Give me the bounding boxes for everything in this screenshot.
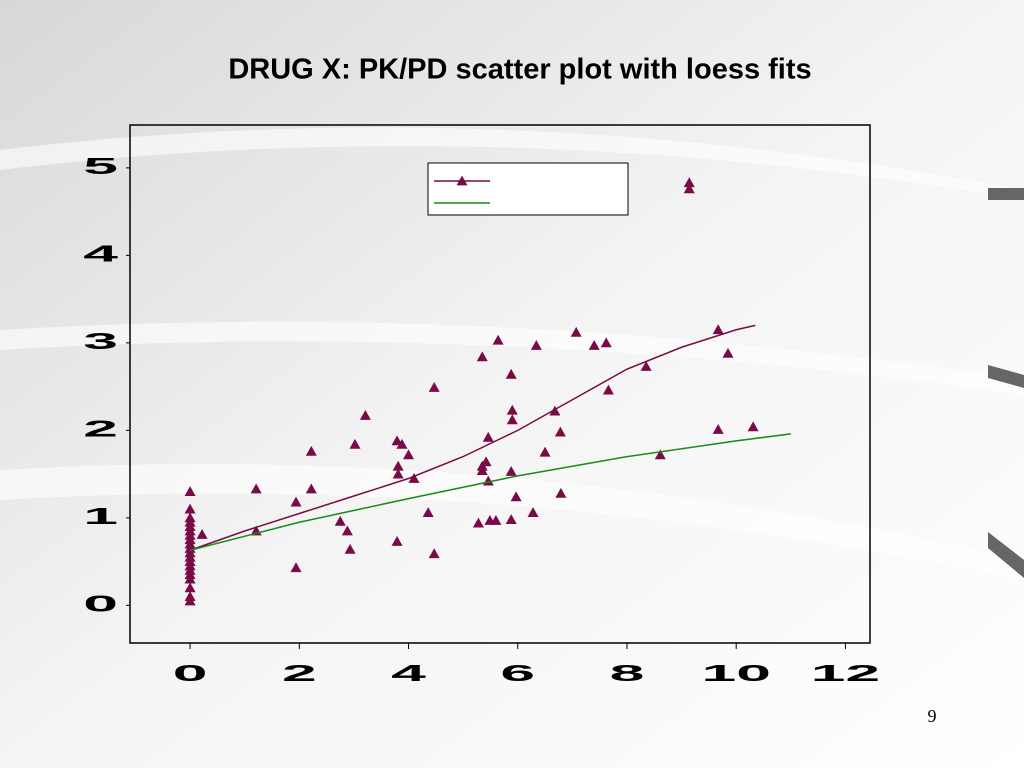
point — [391, 536, 403, 546]
point — [482, 431, 494, 442]
point — [184, 595, 196, 606]
point — [349, 438, 361, 449]
y-tick-label: 1 — [83, 503, 118, 529]
point — [654, 449, 666, 460]
point — [184, 582, 196, 593]
point — [530, 340, 542, 350]
point — [588, 340, 600, 350]
point — [184, 503, 196, 514]
y-tick-label: 5 — [83, 153, 118, 179]
point — [290, 496, 302, 507]
point — [683, 183, 695, 194]
legend — [427, 162, 629, 216]
point — [422, 507, 434, 518]
x-tick-label: 4 — [391, 660, 426, 686]
point — [290, 562, 302, 573]
point — [184, 486, 196, 497]
point — [539, 446, 551, 457]
point — [506, 414, 518, 425]
point — [602, 384, 614, 395]
deco — [988, 365, 1024, 388]
point — [640, 361, 652, 371]
point — [747, 421, 759, 432]
point — [510, 491, 522, 502]
point — [305, 445, 317, 456]
point — [392, 460, 404, 471]
point — [359, 410, 371, 420]
x-tick-label: 2 — [282, 660, 317, 686]
point — [428, 382, 440, 392]
legend-marker — [456, 175, 468, 186]
x-tick-label: 6 — [500, 660, 535, 686]
point — [712, 324, 724, 335]
point — [184, 573, 196, 584]
y-tick-label: 2 — [83, 415, 118, 441]
swoosh — [0, 127, 1024, 200]
point — [505, 514, 517, 525]
loess-line — [189, 433, 791, 551]
point — [490, 515, 502, 525]
point — [683, 177, 695, 188]
point — [341, 525, 353, 536]
x-tick-label: 0 — [173, 660, 208, 686]
point — [408, 473, 420, 483]
x-tick-label: 12 — [811, 660, 880, 686]
point — [403, 449, 415, 460]
point — [549, 405, 561, 416]
y-tick-label: 4 — [83, 240, 118, 266]
point — [480, 456, 492, 467]
x-tick-label: 10 — [702, 660, 771, 686]
point — [505, 466, 517, 476]
deco — [988, 532, 1024, 578]
point — [392, 468, 404, 479]
point — [722, 347, 734, 358]
page-number: 9 — [928, 706, 937, 726]
y-tick-label: 0 — [83, 590, 118, 616]
deco — [988, 188, 1024, 200]
point — [555, 487, 567, 498]
x-tick-label: 8 — [610, 660, 645, 686]
point — [305, 483, 317, 494]
chart-title: DRUG X: PK/PD scatter plot with loess fi… — [228, 54, 811, 86]
point — [250, 483, 262, 494]
point — [196, 529, 208, 539]
point — [554, 426, 566, 437]
point — [600, 337, 612, 348]
plot-frame — [129, 124, 871, 644]
loess-line — [189, 324, 756, 551]
point — [428, 548, 440, 559]
point — [570, 326, 582, 337]
point — [334, 515, 346, 526]
point — [527, 507, 539, 518]
point — [505, 368, 517, 379]
point — [476, 351, 488, 362]
point — [712, 424, 724, 434]
y-tick-label: 3 — [83, 328, 118, 354]
point — [506, 404, 518, 415]
point — [344, 543, 356, 554]
point — [472, 517, 484, 528]
legend-box — [427, 162, 629, 216]
swoosh — [0, 321, 1024, 395]
point — [476, 465, 488, 476]
point — [396, 438, 408, 449]
point — [492, 334, 504, 345]
